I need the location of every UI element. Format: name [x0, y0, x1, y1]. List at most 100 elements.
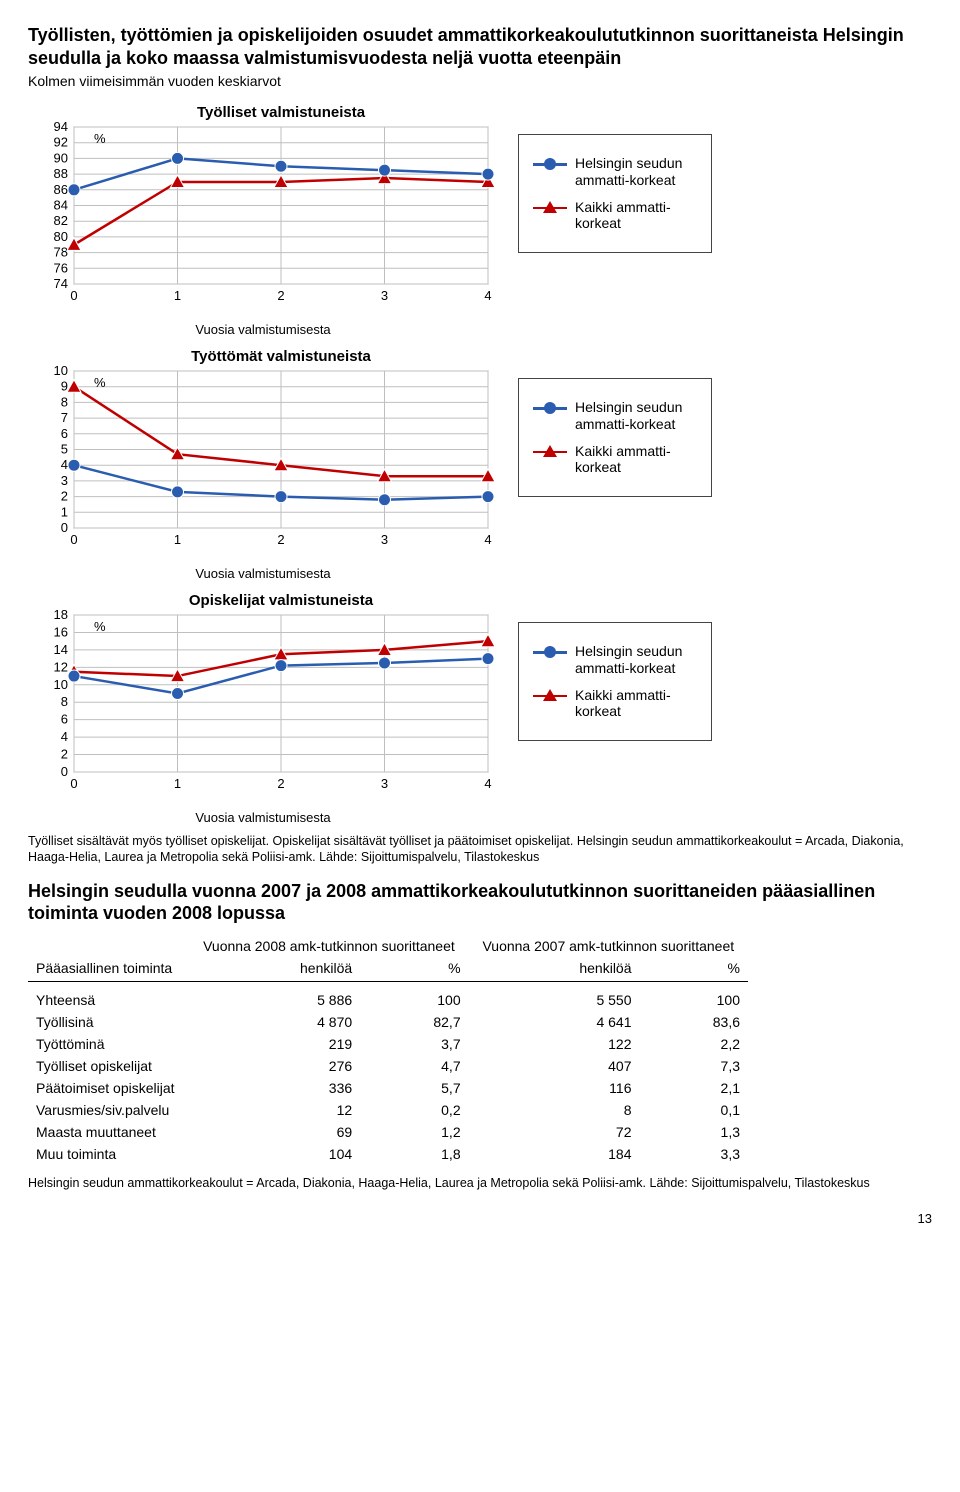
svg-text:7: 7: [61, 410, 68, 425]
row-value: 219: [189, 1033, 360, 1055]
col-label-persons2: henkilöä: [469, 957, 640, 982]
col-label-pct2: %: [640, 957, 749, 982]
svg-text:3: 3: [381, 532, 388, 547]
svg-text:2: 2: [277, 776, 284, 791]
row-value: 100: [360, 981, 468, 1011]
main-table: Vuonna 2008 amk-tutkinnon suorittaneet V…: [28, 935, 748, 1165]
row-value: 4,7: [360, 1055, 468, 1077]
svg-text:2: 2: [61, 489, 68, 504]
svg-text:2: 2: [277, 532, 284, 547]
page-title: Työllisten, työttömien ja opiskelijoiden…: [28, 24, 932, 69]
svg-text:94: 94: [54, 119, 68, 134]
row-value: 5 550: [469, 981, 640, 1011]
svg-text:4: 4: [61, 729, 68, 744]
row-value: 1,8: [360, 1143, 468, 1165]
svg-text:78: 78: [54, 245, 68, 260]
row-value: 83,6: [640, 1011, 749, 1033]
svg-text:5: 5: [61, 442, 68, 457]
svg-text:1: 1: [174, 776, 181, 791]
svg-text:Opiskelijat valmistuneista: Opiskelijat valmistuneista: [189, 592, 374, 609]
row-value: 5 886: [189, 981, 360, 1011]
svg-text:2: 2: [277, 288, 284, 303]
legend-item: Helsingin seudun ammatti-korkeat: [533, 399, 693, 433]
svg-text:8: 8: [61, 394, 68, 409]
row-label: Työttöminä: [28, 1033, 189, 1055]
svg-text:1: 1: [174, 288, 181, 303]
table-row: Työllisinä4 87082,74 64183,6: [28, 1011, 748, 1033]
chart-legend: Helsingin seudun ammatti-korkeat Kaikki a…: [518, 378, 712, 497]
row-value: 7,3: [640, 1055, 749, 1077]
svg-text:16: 16: [54, 624, 68, 639]
svg-text:14: 14: [54, 642, 68, 657]
svg-text:10: 10: [54, 363, 68, 378]
x-axis-label: Vuosia valmistumisesta: [28, 322, 498, 337]
legend-item: Helsingin seudun ammatti-korkeat: [533, 643, 693, 677]
page-subtitle: Kolmen viimeisimmän vuoden keskiarvot: [28, 73, 932, 89]
svg-text:0: 0: [61, 520, 68, 535]
row-value: 12: [189, 1099, 360, 1121]
row-label: Maasta muuttaneet: [28, 1121, 189, 1143]
svg-text:8: 8: [61, 694, 68, 709]
svg-text:88: 88: [54, 166, 68, 181]
svg-text:1: 1: [174, 532, 181, 547]
row-value: 3,3: [640, 1143, 749, 1165]
row-value: 276: [189, 1055, 360, 1077]
svg-text:0: 0: [61, 764, 68, 779]
svg-text:18: 18: [54, 607, 68, 622]
group-header-2008: Vuonna 2008 amk-tutkinnon suorittaneet: [189, 935, 468, 957]
row-label: Työllisinä: [28, 1011, 189, 1033]
row-value: 4 641: [469, 1011, 640, 1033]
group-header-2007: Vuonna 2007 amk-tutkinnon suorittaneet: [469, 935, 748, 957]
row-value: 3,7: [360, 1033, 468, 1055]
svg-text:74: 74: [54, 276, 68, 291]
svg-text:76: 76: [54, 260, 68, 275]
row-value: 336: [189, 1077, 360, 1099]
row-value: 1,3: [640, 1121, 749, 1143]
row-value: 104: [189, 1143, 360, 1165]
row-label: Muu toiminta: [28, 1143, 189, 1165]
x-axis-label: Vuosia valmistumisesta: [28, 810, 498, 825]
svg-text:12: 12: [54, 659, 68, 674]
svg-text:3: 3: [381, 288, 388, 303]
svg-text:4: 4: [61, 457, 68, 472]
legend-label: Helsingin seudun ammatti-korkeat: [575, 399, 693, 433]
chart-unemployed: 01234567891001234Työttömät valmistuneist…: [28, 343, 498, 581]
col-label-activity: Pääasiallinen toiminta: [28, 957, 189, 982]
legend-label: Kaikki ammatti-korkeat: [575, 443, 693, 477]
chart-legend: Helsingin seudun ammatti-korkeatKaikki a…: [518, 134, 712, 253]
svg-text:4: 4: [484, 776, 491, 791]
svg-text:82: 82: [54, 213, 68, 228]
svg-text:Työlliset valmistuneista: Työlliset valmistuneista: [197, 104, 366, 121]
row-value: 82,7: [360, 1011, 468, 1033]
svg-text:84: 84: [54, 198, 68, 213]
chart-footnote: Työlliset sisältävät myös työlliset opis…: [28, 833, 932, 866]
row-value: 72: [469, 1121, 640, 1143]
svg-text:0: 0: [70, 532, 77, 547]
row-value: 4 870: [189, 1011, 360, 1033]
row-value: 116: [469, 1077, 640, 1099]
svg-text:90: 90: [54, 150, 68, 165]
svg-text:%: %: [94, 131, 106, 146]
row-value: 2,2: [640, 1033, 749, 1055]
row-value: 2,1: [640, 1077, 749, 1099]
legend-item: Kaikki ammatti-korkeat: [533, 443, 693, 477]
svg-text:0: 0: [70, 288, 77, 303]
table-row: Päätoimiset opiskelijat3365,71162,1: [28, 1077, 748, 1099]
page-number: 13: [28, 1211, 932, 1226]
chart-employed: 747678808284868890929401234Työlliset val…: [28, 99, 498, 337]
x-axis-label: Vuosia valmistumisesta: [28, 566, 498, 581]
table-row: Varusmies/siv.palvelu120,280,1: [28, 1099, 748, 1121]
row-label: Päätoimiset opiskelijat: [28, 1077, 189, 1099]
table-footnote: Helsingin seudun ammattikorkeakoulut = A…: [28, 1175, 932, 1191]
row-label: Varusmies/siv.palvelu: [28, 1099, 189, 1121]
row-label: Yhteensä: [28, 981, 189, 1011]
svg-text:10: 10: [54, 677, 68, 692]
table-row: Työttöminä2193,71222,2: [28, 1033, 748, 1055]
row-value: 407: [469, 1055, 640, 1077]
svg-text:86: 86: [54, 182, 68, 197]
svg-text:6: 6: [61, 712, 68, 727]
row-value: 100: [640, 981, 749, 1011]
legend-item: Kaikki ammatti-korkeat: [533, 199, 693, 233]
col-label-pct1: %: [360, 957, 468, 982]
row-value: 0,1: [640, 1099, 749, 1121]
